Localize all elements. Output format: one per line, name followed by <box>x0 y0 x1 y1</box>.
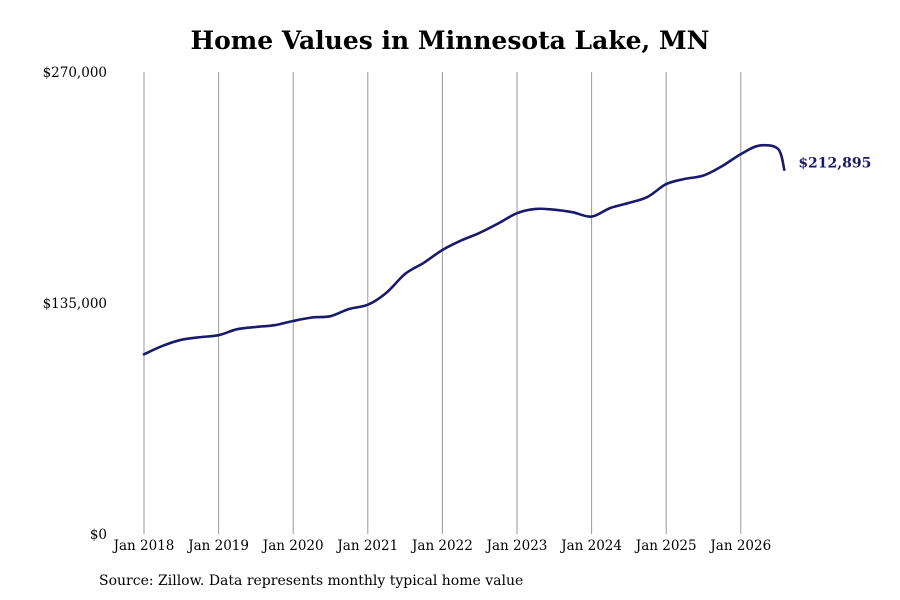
y-tick-label: $270,000 <box>43 65 107 81</box>
x-tick-label: Jan 2026 <box>708 538 771 554</box>
x-tick-label: Jan 2021 <box>335 538 398 554</box>
x-tick-label: Jan 2020 <box>261 538 324 554</box>
x-tick-label: Jan 2019 <box>186 538 249 554</box>
source-note: Source: Zillow. Data represents monthly … <box>99 573 524 589</box>
grid-lines <box>143 72 742 534</box>
x-tick-label: Jan 2023 <box>485 538 548 554</box>
x-tick-label: Jan 2024 <box>559 538 622 554</box>
y-tick-label: $0 <box>90 527 107 543</box>
chart-title: Home Values in Minnesota Lake, MN <box>190 26 710 55</box>
y-tick-label: $135,000 <box>43 296 107 312</box>
series-line <box>142 143 786 356</box>
end-value-label: $212,895 <box>798 156 871 172</box>
x-tick-label: Jan 2018 <box>112 538 175 554</box>
x-tick-label: Jan 2025 <box>634 538 697 554</box>
x-axis-ticks: Jan 2018 Jan 2019 Jan 2020 Jan 2021 Jan 2022… <box>112 538 772 554</box>
x-tick-label: Jan 2022 <box>410 538 473 554</box>
y-axis-ticks: $0 $135,000 $270,000 <box>43 65 107 543</box>
